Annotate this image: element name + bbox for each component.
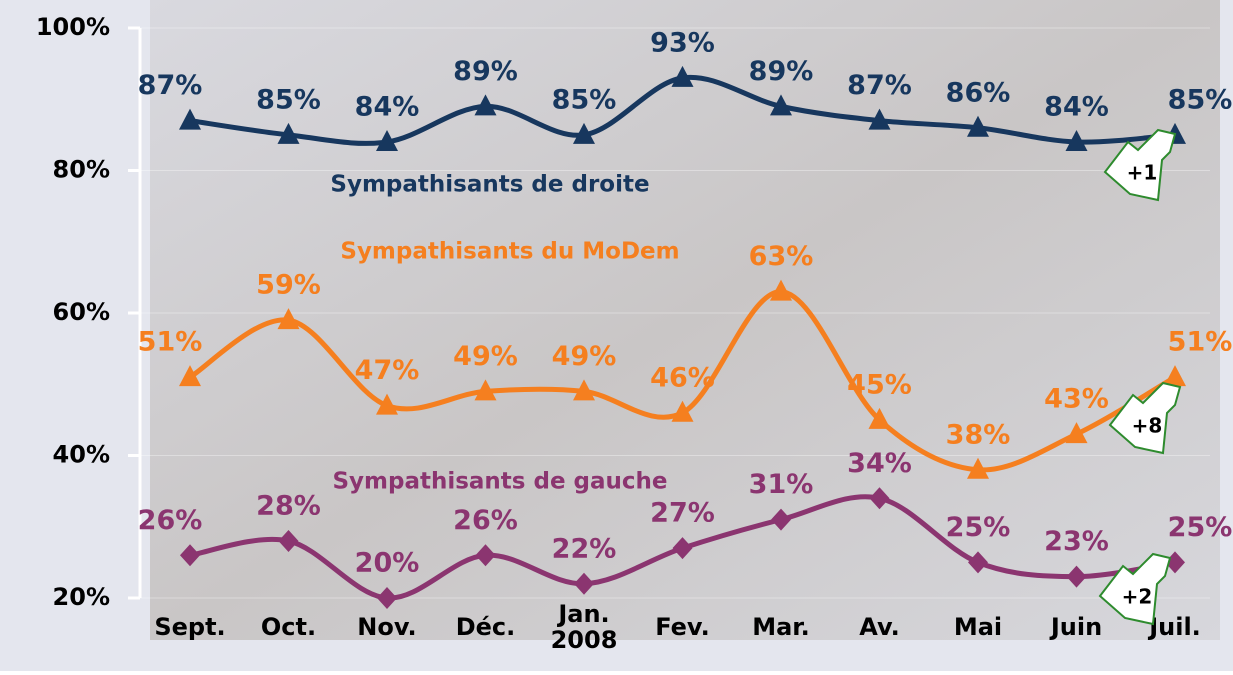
marker: [179, 108, 201, 130]
marker: [968, 551, 988, 574]
x-tick-label: Av.: [859, 613, 900, 641]
y-tick-label: 100%: [36, 13, 110, 41]
value-label: 47%: [355, 355, 420, 386]
marker: [1065, 130, 1088, 151]
value-label: 89%: [749, 56, 814, 87]
marker: [770, 94, 792, 116]
y-tick-label: 20%: [53, 583, 110, 611]
marker: [868, 108, 891, 130]
x-tick-label: Juin: [1049, 613, 1102, 641]
value-label: 34%: [847, 448, 912, 479]
value-label: 59%: [256, 270, 321, 301]
value-label: 43%: [1044, 384, 1109, 415]
value-label: 26%: [453, 505, 518, 536]
value-label: 38%: [946, 419, 1011, 450]
annotation-arrow: [1098, 552, 1172, 626]
x-tick-label: Oct.: [261, 613, 316, 641]
series-name: Sympathisants du MoDem: [340, 239, 679, 265]
marker: [1066, 565, 1087, 588]
marker: [671, 65, 694, 87]
value-label: 85%: [1168, 84, 1233, 115]
marker: [573, 122, 595, 144]
value-label: 23%: [1044, 526, 1109, 557]
value-label: 28%: [256, 491, 321, 522]
marker: [967, 457, 989, 479]
x-tick-label: Mar.: [752, 613, 810, 641]
marker: [180, 544, 200, 567]
marker: [671, 400, 694, 422]
marker: [474, 379, 497, 401]
marker: [376, 393, 398, 415]
value-label: 25%: [946, 512, 1011, 543]
marker: [771, 508, 791, 531]
annotation: +8: [1132, 414, 1163, 438]
value-label: 20%: [355, 548, 420, 579]
marker: [574, 572, 594, 595]
marker: [376, 130, 398, 151]
marker: [1164, 365, 1186, 387]
value-label: 26%: [138, 505, 203, 536]
value-label: 45%: [847, 369, 912, 400]
value-label: 22%: [552, 533, 617, 564]
value-label: 93%: [650, 27, 715, 58]
value-label: 63%: [749, 241, 814, 272]
value-label: 49%: [453, 341, 518, 372]
marker: [672, 537, 693, 560]
marker: [377, 587, 397, 609]
marker: [278, 530, 299, 552]
marker: [869, 487, 890, 510]
marker: [868, 407, 891, 429]
marker: [179, 365, 201, 387]
value-label: 51%: [1168, 327, 1233, 358]
y-tick-label: 40%: [53, 441, 110, 469]
value-label: 85%: [256, 84, 321, 115]
value-label: 85%: [552, 84, 617, 115]
series-line: [188, 289, 1177, 473]
x-tick-label: Déc.: [456, 613, 516, 641]
x-tick-label: Fev.: [655, 613, 710, 641]
value-label: 89%: [453, 56, 518, 87]
value-label: 25%: [1168, 512, 1233, 543]
marker: [474, 94, 497, 116]
value-label: 31%: [749, 469, 814, 500]
y-tick-label: 80%: [53, 156, 110, 184]
marker: [967, 115, 989, 137]
annotation: +1: [1127, 161, 1158, 185]
value-label: 84%: [1044, 92, 1109, 123]
x-tick-label: Nov.: [357, 613, 416, 641]
marker: [1165, 551, 1185, 574]
value-label: 51%: [138, 327, 203, 358]
annotation-arrow: [1108, 381, 1182, 455]
value-label: 87%: [847, 70, 912, 101]
value-label: 49%: [552, 341, 617, 372]
value-label: 46%: [650, 362, 715, 393]
value-label: 27%: [650, 498, 715, 529]
marker: [573, 379, 595, 401]
series-name: Sympathisants de droite: [330, 172, 649, 198]
value-label: 87%: [138, 70, 203, 101]
series-name: Sympathisants de gauche: [332, 469, 667, 495]
marker: [277, 308, 300, 330]
x-tick-label: Mai: [954, 613, 1002, 641]
annotation-arrow: [1103, 128, 1177, 202]
marker: [1065, 422, 1088, 444]
value-label: 86%: [946, 77, 1011, 108]
x-tick-label: Sept.: [154, 613, 225, 641]
y-tick-label: 60%: [53, 298, 110, 326]
x-tick-label: Juil.: [1147, 613, 1201, 641]
marker: [277, 122, 300, 144]
plot-background: [150, 0, 1220, 640]
marker: [475, 544, 496, 567]
annotation: +2: [1122, 585, 1153, 609]
marker: [770, 279, 792, 301]
x-tick-label: Jan. 2008: [551, 600, 618, 654]
value-label: 84%: [355, 92, 420, 123]
